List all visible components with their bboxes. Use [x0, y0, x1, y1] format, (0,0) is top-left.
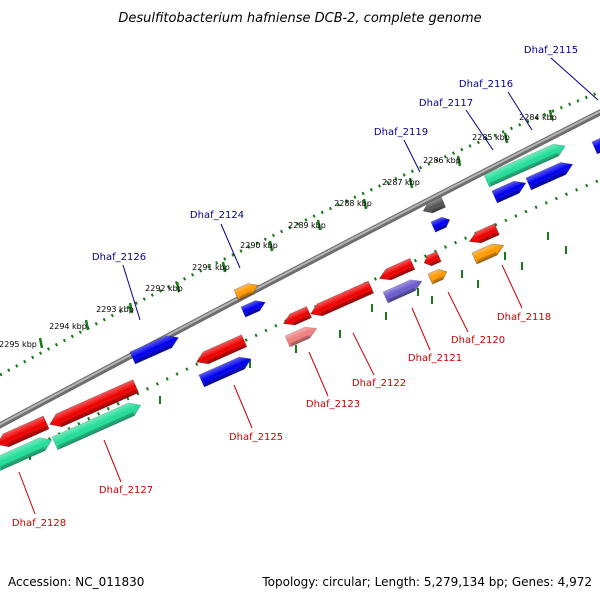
gene-label-forward[interactable]: Dhaf_2119 — [374, 127, 428, 138]
gene-label-forward[interactable]: Dhaf_2115 — [524, 45, 578, 56]
leader-line — [465, 109, 494, 151]
gene-dhaf-2127b[interactable] — [51, 399, 144, 451]
gene-label-reverse[interactable]: Dhaf_2123 — [306, 399, 360, 410]
tick-marks — [29, 109, 567, 460]
gene-labels: Dhaf_2115 Dhaf_2116 Dhaf_2117 Dhaf_2119 Dhaf… — [12, 45, 578, 529]
gene-dhaf-2116[interactable] — [483, 140, 568, 188]
gene-dhaf-2127[interactable] — [47, 379, 140, 431]
tick-label: 2291 kbp — [192, 263, 230, 272]
tick-label: 2292 kbp — [145, 284, 183, 293]
tick-mark — [84, 319, 90, 331]
leader-line — [447, 291, 469, 333]
gene-features — [0, 136, 600, 472]
tick-labels: 2284 kbp 2285 kbp 2286 kbp 2287 kbp 2288 kbp… — [0, 113, 557, 349]
tick-label: 2284 kbp — [519, 113, 557, 122]
gene-dhaf-2117[interactable] — [491, 177, 528, 204]
gene-label-reverse[interactable]: Dhaf_2125 — [229, 432, 283, 443]
leader-line — [352, 332, 375, 376]
genome-summary-text: Topology: circular; Length: 5,279,134 bp… — [261, 575, 592, 589]
leader-line — [411, 307, 431, 351]
gene-dhaf-2121[interactable] — [377, 257, 416, 284]
gene-label-reverse[interactable]: Dhaf_2122 — [352, 378, 406, 389]
gene-dhaf-2123b[interactable] — [284, 323, 319, 348]
tick-mark — [38, 337, 44, 349]
gene-dhaf-2119[interactable] — [421, 196, 447, 216]
gene-dhaf-2123[interactable] — [281, 306, 312, 329]
gene-label-forward[interactable]: Dhaf_2124 — [190, 210, 244, 221]
gene-label-reverse[interactable]: Dhaf_2121 — [408, 353, 462, 364]
gene-dhaf-2125b[interactable] — [198, 353, 254, 388]
leader-line — [220, 223, 241, 269]
tick-label: 2294 kbp — [49, 322, 87, 331]
gene-dhaf-2128[interactable] — [0, 415, 50, 451]
gene-label-forward[interactable]: Dhaf_2126 — [92, 252, 146, 263]
gene-dhaf-2118[interactable] — [467, 223, 500, 247]
gene-label-forward[interactable]: Dhaf_2116 — [459, 79, 513, 90]
tick-label: 2287 kbp — [382, 178, 420, 187]
tick-mark — [408, 177, 414, 189]
leader-line — [233, 384, 253, 429]
tick-label: 2290 kbp — [240, 241, 278, 250]
gene-dhaf-2118b[interactable] — [471, 240, 506, 265]
gene-dhaf-2119b[interactable] — [430, 215, 452, 233]
gene-label-reverse[interactable]: Dhaf_2128 — [12, 518, 66, 529]
leader-line — [550, 57, 599, 101]
gene-dhaf-2120b[interactable] — [427, 267, 449, 285]
gene-dhaf-2122[interactable] — [308, 280, 375, 320]
gene-label-forward[interactable]: Dhaf_2117 — [419, 98, 473, 109]
tick-mark — [128, 302, 134, 314]
gene-dhaf-2117b[interactable] — [525, 158, 575, 191]
gene-label-reverse[interactable]: Dhaf_2118 — [497, 312, 551, 323]
tick-mark — [362, 198, 368, 210]
tick-label: 2286 kbp — [423, 156, 461, 165]
tick-label: 2293 kbp — [96, 305, 134, 314]
leader-line — [308, 351, 329, 397]
tick-mark — [221, 261, 227, 273]
label-leaders — [18, 57, 599, 515]
gene-dhaf-2115[interactable] — [591, 136, 600, 155]
gene-dhaf-2124[interactable] — [233, 280, 260, 301]
leader-line — [501, 264, 523, 309]
tick-mark — [548, 109, 554, 121]
leader-line — [507, 91, 533, 131]
leader-line — [103, 439, 122, 483]
gene-dhaf-2125[interactable] — [194, 334, 248, 368]
gene-label-reverse[interactable]: Dhaf_2127 — [99, 485, 153, 496]
gene-dhaf-2124b[interactable] — [240, 297, 267, 318]
accession-text: Accession: NC_011830 — [8, 575, 144, 589]
tick-mark — [175, 281, 181, 293]
tick-mark — [456, 155, 462, 167]
gene-dhaf-2126[interactable] — [129, 332, 181, 365]
gene-dhaf-2120[interactable] — [422, 250, 442, 268]
reverse-tick-track — [0, 178, 600, 467]
gene-dhaf-2128b[interactable] — [0, 434, 55, 472]
tick-mark — [268, 240, 274, 252]
tick-label: 2285 kbp — [472, 133, 510, 142]
gene-label-reverse[interactable]: Dhaf_2120 — [451, 335, 505, 346]
leader-line — [18, 471, 36, 515]
tick-label: 2289 kbp — [288, 221, 326, 230]
leader-line — [403, 139, 421, 173]
gene-dhaf-2121b[interactable] — [382, 276, 424, 304]
tick-mark — [316, 219, 322, 231]
tick-mark — [503, 132, 509, 144]
tick-label: 2288 kbp — [334, 199, 372, 208]
tick-label: 2295 kbp — [0, 340, 37, 349]
leader-line — [122, 264, 141, 321]
map-title: Desulfitobacterium hafniense DCB-2, comp… — [118, 11, 481, 26]
